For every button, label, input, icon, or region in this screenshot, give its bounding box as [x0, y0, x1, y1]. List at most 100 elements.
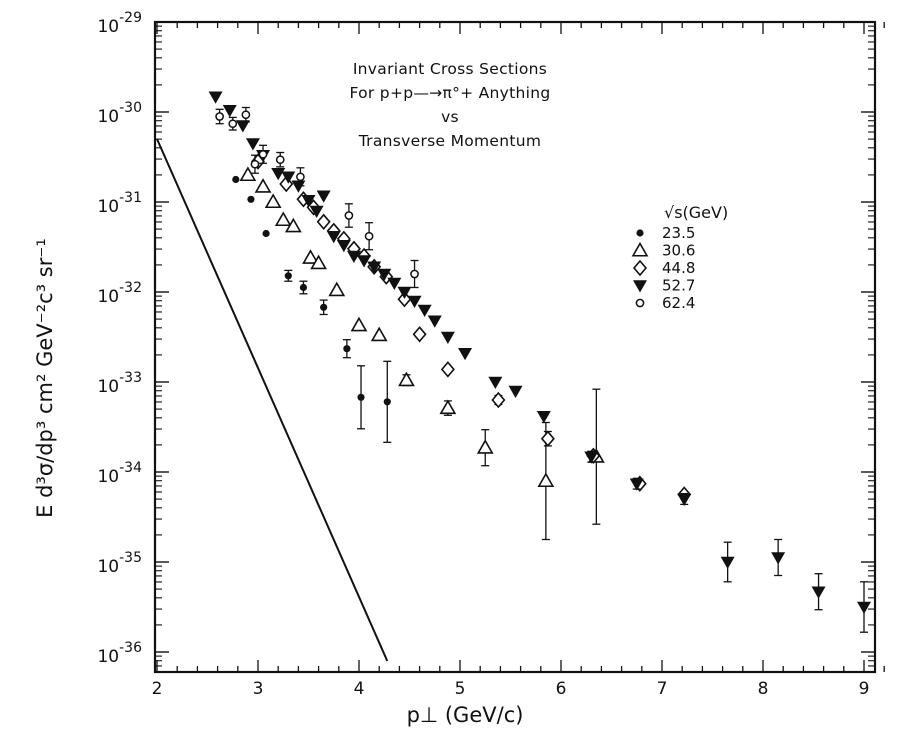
reference-line — [156, 138, 389, 662]
legend-marker — [631, 241, 649, 257]
data-point — [254, 178, 272, 193]
data-point — [488, 376, 503, 389]
data-point — [301, 194, 316, 208]
series-30-6 — [239, 166, 605, 541]
data-point — [247, 195, 255, 203]
data-point — [245, 138, 260, 151]
x-tick-label: 5 — [455, 679, 466, 699]
data-point — [262, 229, 270, 238]
legend-label: 62.4 — [662, 294, 695, 312]
data-point — [440, 361, 455, 378]
x-tick-label: 3 — [253, 679, 264, 699]
series-23-5 — [232, 175, 392, 443]
data-point — [299, 283, 308, 292]
data-point — [336, 239, 351, 253]
chart-title-line-2: For p+p—→π°+ Anything — [349, 84, 551, 102]
data-point — [357, 393, 365, 401]
data-point — [584, 451, 599, 464]
data-point — [284, 272, 292, 280]
data-point — [343, 345, 351, 353]
reference-curve — [156, 138, 389, 662]
data-point — [344, 211, 354, 220]
axis-ticks: 2 3 4 5 6 7 8 9 10-29 10-30 10-31 10-32 10-33 10-34 10… — [33, 10, 885, 727]
data-point — [857, 601, 871, 614]
data-point — [310, 254, 327, 270]
data-point — [771, 552, 786, 565]
plot-border — [153, 20, 877, 674]
data-point — [427, 315, 442, 328]
y-tick-label: 10-32 — [97, 280, 142, 307]
data-point — [326, 230, 341, 244]
data-point — [215, 112, 224, 121]
x-tick-label: 6 — [556, 679, 567, 699]
data-point — [235, 120, 250, 133]
data-point — [398, 371, 415, 387]
data-point — [377, 268, 392, 281]
data-point — [357, 255, 372, 268]
y-tick-label: 10-35 — [97, 550, 142, 577]
legend-marker — [633, 280, 647, 293]
data-point — [412, 326, 427, 343]
data-point — [250, 159, 260, 169]
data-point — [296, 172, 305, 182]
y-tick-label: 10-30 — [97, 100, 142, 127]
y-tick-label: 10-33 — [97, 370, 142, 397]
legend-title: √s(GeV) — [664, 203, 728, 222]
data-point — [407, 295, 422, 308]
data-point — [275, 155, 285, 165]
data-point — [302, 249, 319, 264]
plot-frame — [153, 20, 877, 674]
data-point — [291, 180, 306, 193]
data-point — [232, 175, 240, 184]
data-point — [258, 149, 268, 159]
data-point — [274, 211, 292, 227]
data-point — [309, 205, 324, 218]
y-tick-label: 10-31 — [97, 190, 142, 217]
data-point — [328, 281, 346, 297]
y-tick-label: 10-34 — [97, 460, 142, 487]
y-axis-label: E d³σ/dp³ cm² GeV⁻²c³ sr⁻¹ — [33, 238, 57, 518]
series-62-4 — [215, 106, 419, 289]
x-tick-label: 7 — [657, 679, 668, 699]
data-point — [271, 167, 286, 181]
data-markers — [208, 91, 871, 633]
x-tick-label: 8 — [758, 679, 769, 699]
data-point — [383, 398, 391, 406]
data-point — [476, 439, 494, 454]
data-point — [508, 385, 523, 398]
legend-marker — [636, 229, 644, 237]
chart-title-line-4: Transverse Momentum — [358, 132, 542, 150]
data-point — [458, 347, 473, 361]
x-tick-label: 4 — [354, 679, 365, 699]
data-point — [316, 190, 331, 203]
data-point — [540, 430, 555, 447]
x-axis-label: p⊥ (GeV/c) — [407, 703, 524, 727]
x-tick-label: 9 — [859, 679, 870, 699]
data-point — [537, 472, 555, 488]
data-point — [410, 269, 419, 279]
data-point — [491, 391, 506, 409]
legend-marker — [633, 259, 647, 277]
legend-label: 44.8 — [662, 259, 695, 277]
data-point — [370, 326, 388, 342]
legend-label: 30.6 — [662, 242, 695, 260]
data-point — [241, 110, 251, 120]
data-point — [440, 331, 455, 344]
data-point — [677, 493, 692, 506]
data-point — [239, 166, 257, 182]
data-point — [397, 286, 412, 299]
data-point — [417, 304, 432, 317]
data-point — [208, 91, 223, 104]
y-tick-label: 10-29 — [97, 10, 142, 37]
chart-title-line-1: Invariant Cross Sections — [352, 60, 548, 78]
data-point — [387, 277, 402, 290]
data-point — [228, 119, 238, 129]
data-point — [316, 213, 331, 231]
x-tick-label: 2 — [152, 679, 163, 699]
data-point — [350, 316, 368, 332]
data-point — [364, 231, 374, 241]
data-point — [720, 556, 735, 569]
data-point — [320, 303, 328, 311]
data-point — [536, 410, 551, 424]
